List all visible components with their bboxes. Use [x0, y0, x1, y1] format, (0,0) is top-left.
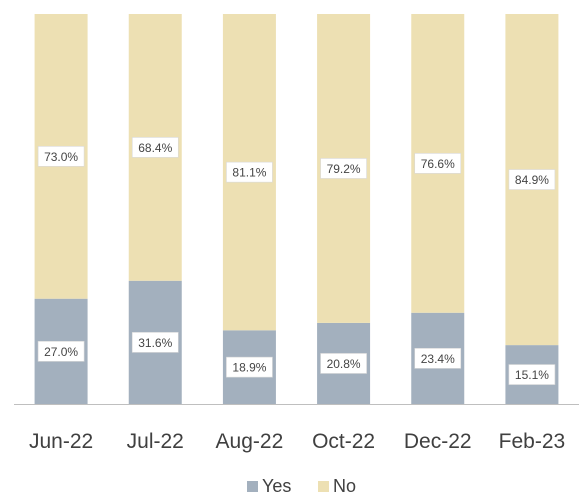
- data-label-yes-oct-22: 20.8%: [320, 353, 367, 374]
- data-label-no-feb-23: 84.9%: [508, 169, 556, 190]
- legend-swatch-yes: [247, 481, 258, 492]
- data-label-yes-jul-22: 31.6%: [131, 332, 179, 353]
- data-label-no-jul-22: 68.4%: [131, 137, 179, 158]
- bars-group: [34, 14, 559, 404]
- x-tick-label-aug-22: Aug-22: [216, 430, 284, 453]
- legend-label-yes: Yes: [262, 476, 291, 496]
- x-tick-label-feb-23: Feb-23: [499, 430, 566, 453]
- svg-text:84.9%: 84.9%: [515, 173, 549, 187]
- svg-text:18.9%: 18.9%: [232, 361, 266, 375]
- legend-label-no: No: [333, 476, 356, 496]
- x-tick-label-jul-22: Jul-22: [127, 430, 184, 453]
- svg-text:15.1%: 15.1%: [515, 368, 549, 382]
- x-tick-label-dec-22: Dec-22: [404, 430, 472, 453]
- data-label-yes-feb-23: 15.1%: [508, 364, 556, 385]
- x-tick-labels-group: Jun-22 Jul-22 Aug-22 Oct-22 Dec-22 Feb-23: [29, 430, 565, 453]
- legend-swatch-no: [318, 481, 329, 492]
- legend-item-no: No: [318, 476, 356, 496]
- svg-text:76.6%: 76.6%: [421, 157, 455, 171]
- svg-text:20.8%: 20.8%: [327, 357, 361, 371]
- svg-text:31.6%: 31.6%: [138, 336, 172, 350]
- svg-text:81.1%: 81.1%: [232, 166, 266, 180]
- data-label-yes-jun-22: 27.0%: [37, 341, 85, 362]
- x-tick-label-oct-22: Oct-22: [312, 430, 375, 453]
- svg-text:23.4%: 23.4%: [421, 352, 455, 366]
- svg-text:68.4%: 68.4%: [138, 141, 172, 155]
- data-label-no-dec-22: 76.6%: [414, 153, 462, 174]
- svg-text:27.0%: 27.0%: [44, 345, 78, 359]
- svg-text:79.2%: 79.2%: [327, 162, 361, 176]
- data-label-no-jun-22: 73.0%: [37, 146, 85, 167]
- data-label-no-aug-22: 81.1%: [226, 161, 273, 183]
- data-label-yes-aug-22: 18.9%: [226, 356, 273, 378]
- data-label-no-oct-22: 79.2%: [320, 158, 367, 179]
- data-label-yes-dec-22: 23.4%: [414, 348, 462, 369]
- value-labels-group: 27.0% 73.0% 31.6% 68.4% 18.9% 81.1% 20.8% 79.2%…: [37, 137, 556, 385]
- legend-item-yes: Yes: [247, 476, 291, 496]
- svg-text:73.0%: 73.0%: [44, 150, 78, 164]
- legend: Yes No: [247, 476, 356, 496]
- x-tick-label-jun-22: Jun-22: [29, 430, 93, 453]
